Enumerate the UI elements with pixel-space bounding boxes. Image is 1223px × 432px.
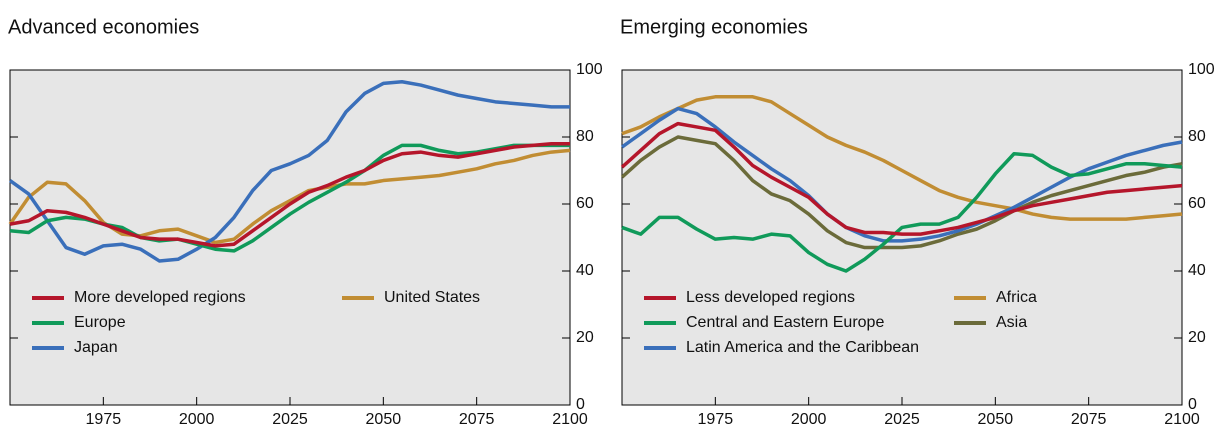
series-line (620, 106, 1183, 243)
chart-title: Advanced economies (8, 16, 199, 38)
x-tick-label: 2000 (179, 411, 215, 428)
legend-label: More developed regions (74, 289, 246, 306)
x-tick-label: 2075 (1071, 411, 1107, 428)
x-tick-label: 2050 (366, 411, 402, 428)
y-tick-label: 40 (576, 262, 594, 279)
legend-label: Japan (74, 339, 118, 356)
x-tick-label: 2025 (884, 411, 920, 428)
x-tick-label: 2050 (978, 411, 1014, 428)
x-tick-label: 2000 (791, 411, 827, 428)
x-tick-label: 2100 (552, 411, 588, 428)
chart-title: Emerging economies (620, 16, 808, 38)
y-tick-label: 80 (1188, 128, 1206, 145)
plot-area (9, 69, 571, 406)
series-line (8, 79, 570, 263)
x-tick-label: 2025 (272, 411, 308, 428)
y-tick-label: 40 (1188, 262, 1206, 279)
x-tick-label: 1975 (86, 411, 122, 428)
y-tick-label: 0 (1188, 396, 1197, 413)
legend-label: Latin America and the Caribbean (686, 339, 919, 356)
x-tick-label: 1975 (698, 411, 734, 428)
legend-label: Less developed regions (686, 289, 855, 306)
y-tick-label: 100 (1188, 61, 1215, 78)
y-tick-label: 60 (1188, 195, 1206, 212)
y-tick-label: 20 (576, 329, 594, 346)
x-tick-label: 2075 (459, 411, 495, 428)
series-line (621, 95, 1183, 221)
y-tick-label: 0 (576, 396, 585, 413)
y-tick-label: 100 (576, 61, 603, 78)
legend-label: Asia (996, 314, 1027, 331)
series-line (9, 141, 570, 248)
legend-label: Central and Eastern Europe (686, 314, 884, 331)
legend-label: Africa (996, 289, 1037, 306)
series-line (621, 152, 1183, 273)
y-tick-label: 60 (576, 195, 594, 212)
legend-label: Europe (74, 314, 126, 331)
x-tick-label: 2100 (1164, 411, 1200, 428)
y-tick-label: 80 (576, 128, 594, 145)
series-line (620, 135, 1183, 250)
legend-label: United States (384, 289, 480, 306)
series-line (620, 121, 1183, 236)
y-tick-label: 20 (1188, 329, 1206, 346)
